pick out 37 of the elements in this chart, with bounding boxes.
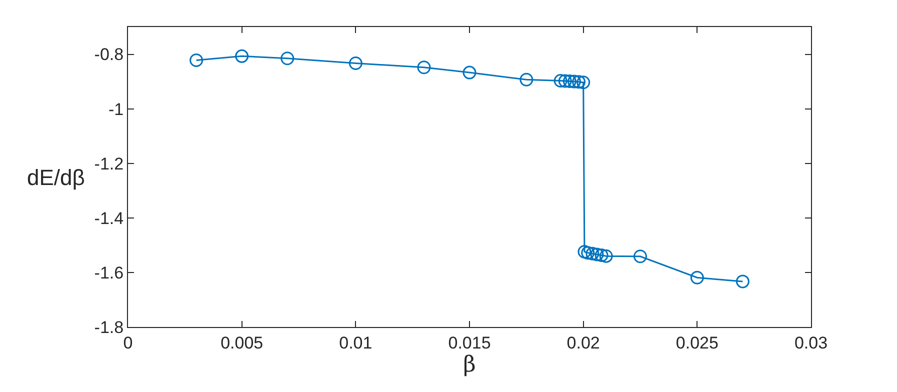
- y-tick-label: -1.4: [94, 208, 124, 228]
- point: [690, 270, 704, 284]
- x-tick-label: 0: [123, 333, 133, 352]
- point: [634, 250, 647, 264]
- point: [280, 52, 294, 66]
- x-tick-label: 0.005: [220, 333, 264, 352]
- point: [736, 274, 750, 288]
- point: [554, 74, 568, 88]
- y-axis-title: dE/dβ: [27, 165, 85, 190]
- point: [348, 56, 362, 70]
- point: [581, 246, 595, 260]
- x-axis-title: β: [463, 352, 476, 378]
- y-tick-label: -1.6: [94, 263, 124, 282]
- x-tick-label: 0.025: [676, 333, 718, 352]
- point: [558, 74, 572, 88]
- point: [562, 74, 576, 88]
- point: [586, 246, 600, 260]
- x-tick-label: 0.01: [339, 333, 372, 352]
- point: [567, 74, 581, 88]
- x-tick-label: 0.02: [566, 333, 600, 352]
- point: [576, 76, 590, 90]
- point: [235, 49, 249, 63]
- x-tick-label: 0.015: [448, 333, 491, 352]
- point: [590, 248, 604, 262]
- point: [578, 244, 592, 258]
- y-tick-label: -1.2: [94, 154, 124, 174]
- point: [520, 72, 534, 86]
- y-tick-label: -1.8: [94, 318, 124, 337]
- point: [190, 54, 204, 68]
- point: [417, 60, 431, 74]
- x-tick-label: 0.03: [794, 333, 828, 352]
- y-tick-label: -1: [108, 100, 124, 119]
- point: [599, 249, 613, 263]
- point: [572, 75, 586, 89]
- point: [462, 66, 476, 80]
- point: [594, 248, 608, 262]
- y-tick-label: -0.8: [94, 45, 124, 64]
